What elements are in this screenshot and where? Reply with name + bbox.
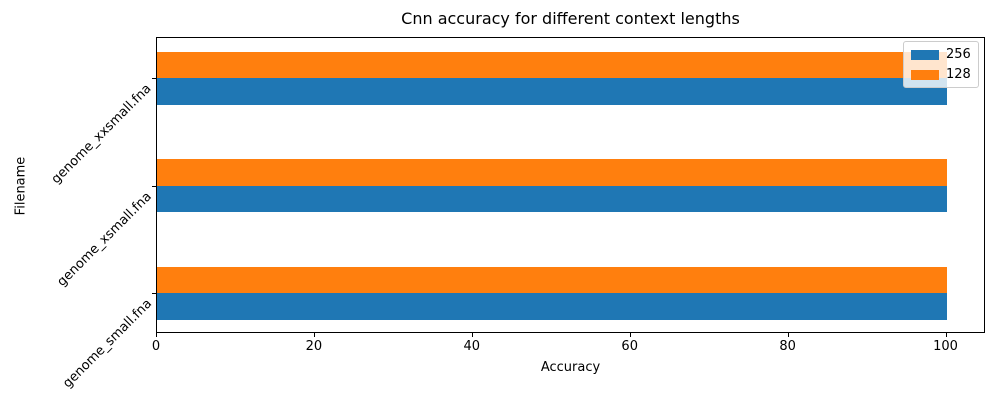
legend-label: 128	[946, 67, 971, 82]
x-tick-label: 20	[305, 339, 323, 354]
x-tick-label: 80	[779, 339, 796, 354]
x-axis-label: Accuracy	[540, 360, 601, 375]
legend: 256 128	[903, 41, 979, 88]
x-tick	[313, 333, 315, 337]
legend-swatch-256	[911, 49, 939, 60]
bar-256-genome_xsmall.fna	[157, 185, 947, 212]
x-tick-label: 100	[933, 339, 958, 354]
y-tick-label: genome_xsmall.fna	[54, 188, 155, 290]
legend-swatch-128	[911, 69, 939, 80]
y-tick	[152, 293, 156, 294]
x-tick-label: 40	[463, 339, 481, 354]
x-tick	[945, 333, 947, 337]
x-tick	[629, 333, 631, 337]
x-tick	[156, 333, 157, 337]
plot-area	[156, 37, 985, 333]
chart-title: Cnn accuracy for different context lengt…	[401, 9, 740, 28]
bar-256-genome_xxsmall.fna	[157, 78, 947, 105]
x-tick	[471, 333, 473, 337]
y-tick	[152, 185, 156, 187]
x-tick	[787, 333, 789, 337]
y-tick	[152, 78, 156, 79]
x-tick-label: 60	[621, 339, 638, 354]
bar-128-genome_xsmall.fna	[157, 159, 947, 186]
bar-256-genome_small.fna	[157, 293, 947, 320]
bar-128-genome_xxsmall.fna	[157, 51, 947, 78]
y-tick-label: genome_xxsmall.fna	[49, 81, 155, 188]
legend-label: 256	[946, 47, 971, 62]
y-axis-label: Filename	[13, 156, 29, 216]
legend-item-128: 128	[911, 67, 971, 82]
x-tick-label: 0	[151, 339, 161, 354]
legend-item-256: 256	[911, 47, 971, 62]
bar-128-genome_small.fna	[157, 266, 947, 293]
